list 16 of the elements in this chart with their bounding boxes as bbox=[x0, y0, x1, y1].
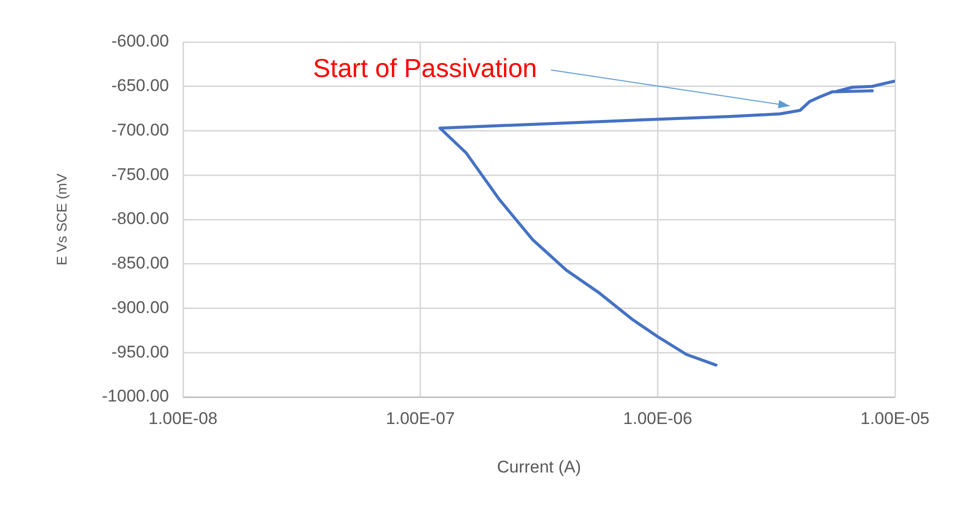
annotation: Start of Passivation bbox=[313, 53, 537, 84]
x-tick-label: 1.00E-07 bbox=[386, 408, 455, 428]
y-tick-label: -750.00 bbox=[111, 164, 169, 184]
y-axis-title: E Vs SCE (mV bbox=[53, 172, 70, 266]
y-tick-label: -600.00 bbox=[111, 32, 169, 51]
y-tick-label: -800.00 bbox=[111, 209, 169, 228]
y-tick-label: -1000.00 bbox=[102, 386, 169, 406]
x-axis-title: Current (A) bbox=[496, 457, 582, 476]
y-tick-label: -850.00 bbox=[111, 254, 169, 273]
x-tick-label: 1.00E-08 bbox=[148, 408, 218, 428]
y-tick-label: -700.00 bbox=[111, 120, 169, 140]
x-tick-label: 1.00E-06 bbox=[623, 408, 692, 428]
y-tick-label: -900.00 bbox=[111, 298, 169, 317]
y-tick-label: -650.00 bbox=[111, 76, 169, 96]
x-tick-label: 1.00E-05 bbox=[860, 408, 930, 428]
y-tick-label: -950.00 bbox=[111, 342, 169, 362]
